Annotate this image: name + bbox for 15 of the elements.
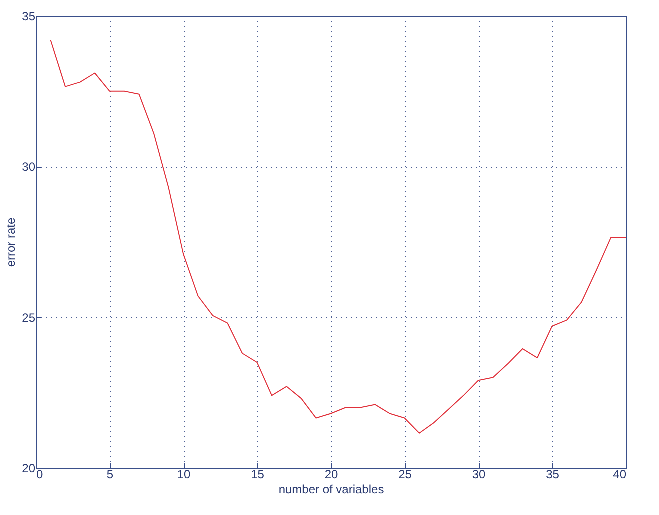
x-tick-label: 35 — [546, 468, 560, 482]
x-tick-label: 15 — [251, 468, 265, 482]
x-tick-label: 30 — [472, 468, 486, 482]
x-tick-label: 0 — [36, 468, 44, 482]
x-axis-title: number of variables — [278, 482, 384, 496]
y-tick-label: 25 — [22, 310, 36, 325]
y-tick-label: 30 — [22, 160, 36, 174]
y-axis-title: error rate — [4, 218, 18, 268]
x-tick-label: 25 — [398, 468, 412, 482]
y-tick-label: 35 — [22, 10, 36, 24]
line-series — [50, 40, 626, 434]
x-tick-label: 20 — [324, 468, 338, 482]
x-tick-label: 10 — [177, 468, 191, 482]
x-tick-label: 40 — [613, 468, 627, 482]
x-tick-label: 5 — [106, 468, 114, 482]
